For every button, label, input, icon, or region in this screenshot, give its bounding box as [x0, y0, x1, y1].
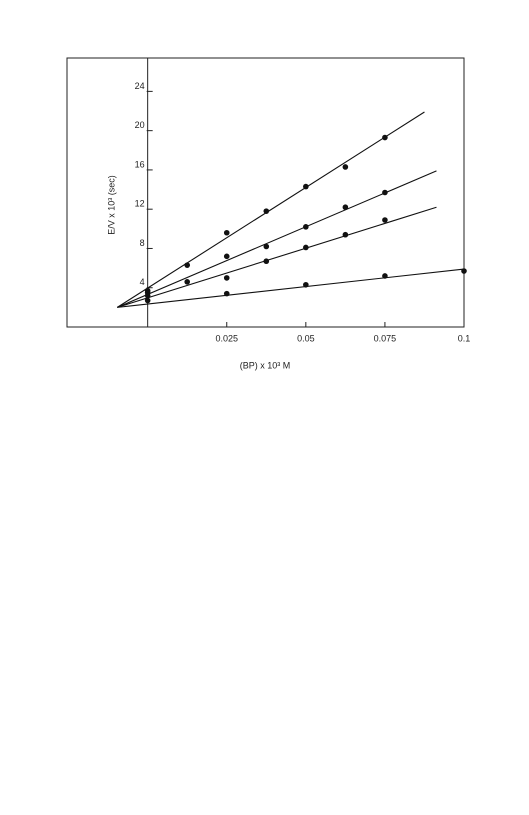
data-point	[263, 208, 270, 214]
fit-line	[117, 111, 425, 308]
data-point	[303, 224, 309, 230]
y-axis-label: E/V x 10³ (sec)	[106, 175, 116, 235]
y-tick-label: 8	[140, 238, 145, 248]
data-point	[342, 204, 349, 211]
data-point	[184, 262, 191, 268]
data-point	[342, 231, 349, 238]
data-point	[382, 273, 388, 279]
data-point	[223, 229, 230, 236]
y-tick-label: 4	[140, 277, 145, 287]
plot-frame	[66, 57, 465, 328]
data-point	[184, 279, 191, 285]
data-point	[144, 297, 151, 304]
data-point	[144, 292, 151, 299]
data-point	[223, 275, 230, 281]
data-point	[382, 134, 388, 141]
x-tick-label: 0.075	[374, 333, 397, 343]
data-point	[342, 164, 349, 170]
data-point	[382, 217, 388, 223]
x-tick-label: 0.1	[458, 333, 471, 343]
fit-line	[117, 170, 437, 308]
fit-line	[117, 268, 465, 308]
data-point	[303, 244, 309, 251]
data-point	[303, 183, 309, 190]
data-point	[303, 281, 309, 288]
x-axis-label: (BP) x 10³ M	[240, 360, 291, 370]
data-point	[461, 268, 467, 274]
y-tick-label: 24	[135, 81, 145, 91]
data-point	[263, 258, 270, 265]
y-tick-label: 16	[135, 159, 145, 169]
data-point	[223, 290, 230, 297]
data-point	[382, 189, 388, 196]
x-tick-label: 0.025	[215, 333, 238, 343]
data-point	[223, 253, 230, 260]
y-tick-label: 12	[135, 199, 145, 209]
fit-line	[117, 206, 437, 308]
x-tick-label: 0.05	[297, 333, 315, 343]
data-point	[263, 243, 270, 250]
y-tick-label: 20	[135, 120, 145, 130]
